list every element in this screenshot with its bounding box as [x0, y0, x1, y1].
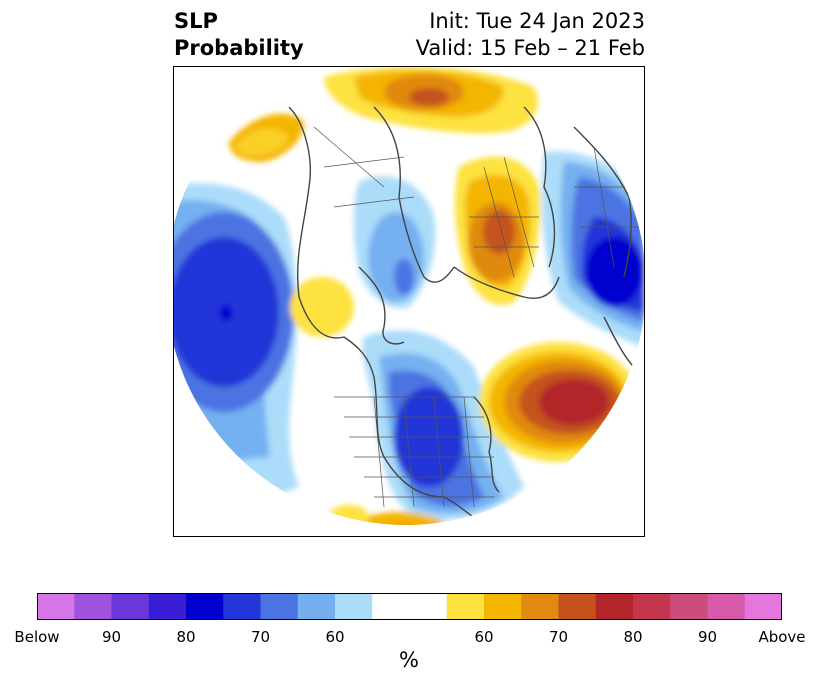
coastlines — [288, 106, 635, 525]
colorbar-swatch — [670, 593, 708, 620]
colorbar-swatch — [335, 593, 373, 620]
colorbar-tick-label: 60 — [325, 628, 345, 646]
colorbar-swatch — [186, 593, 224, 620]
title-right: Init: Tue 24 Jan 2023 Valid: 15 Feb – 21… — [416, 8, 645, 62]
colorbar-tick-label: 80 — [623, 628, 643, 646]
colorbar-swatch — [372, 593, 410, 620]
colorbar — [37, 593, 782, 620]
political-boundaries — [313, 126, 639, 508]
colorbar-swatch — [707, 593, 746, 620]
colorbar-tick-label: 70 — [250, 628, 271, 646]
colorbar-swatch — [37, 593, 75, 620]
title-variable: SLP — [174, 9, 218, 33]
colorbar-tick-label: Above — [758, 628, 806, 646]
colorbar-swatch — [446, 593, 485, 620]
colorbar-tick-label: 70 — [548, 628, 569, 646]
colorbar-swatch — [260, 593, 299, 620]
colorbar-border — [37, 593, 782, 620]
title-init: Init: Tue 24 Jan 2023 — [429, 9, 645, 33]
colorbar-swatch — [223, 593, 261, 620]
colorbar-tick-label: 60 — [474, 628, 494, 646]
title-left: SLP Probability — [174, 8, 304, 62]
colorbar-swatch — [744, 593, 782, 620]
colorbar-swatch — [74, 593, 112, 620]
colorbar-swatch — [409, 593, 448, 620]
colorbar-tick-label: Below — [14, 628, 60, 646]
colorbar-swatch — [633, 593, 671, 620]
colorbar-unit-label: % — [399, 648, 419, 672]
title-type: Probability — [174, 36, 304, 60]
title-valid: Valid: 15 Feb – 21 Feb — [415, 36, 645, 60]
colorbar-tick-label: 80 — [176, 628, 196, 646]
colorbar-tick-label: 90 — [101, 628, 122, 646]
colorbar-swatch — [521, 593, 559, 620]
probability-shading — [174, 67, 644, 525]
map-panel — [173, 66, 645, 537]
colorbar-swatch — [148, 593, 187, 620]
colorbar-swatch — [484, 593, 522, 620]
colorbar-swatch — [595, 593, 634, 620]
colorbar-swatch — [558, 593, 597, 620]
colorbar-swatch — [297, 593, 336, 620]
colorbar-swatch — [111, 593, 150, 620]
colorbar-tick-label: 90 — [697, 628, 718, 646]
slp-probability-map — [174, 67, 644, 525]
